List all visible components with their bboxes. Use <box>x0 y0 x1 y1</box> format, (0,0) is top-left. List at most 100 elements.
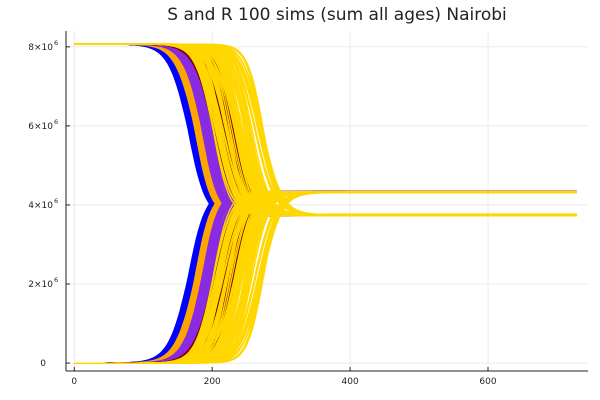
series-line-S <box>74 43 577 216</box>
series-line-R <box>74 191 577 364</box>
series-line-S <box>74 43 577 217</box>
series-line-S <box>74 43 577 216</box>
series-line-S <box>74 43 577 217</box>
series-line-S <box>74 43 577 216</box>
series-line-S <box>74 43 577 217</box>
series-line-S <box>74 43 577 216</box>
series-line-S <box>74 43 577 217</box>
y-tick-label: 4×10 <box>28 201 53 211</box>
series-line-S <box>74 43 577 217</box>
series-line-R <box>74 191 577 364</box>
series-line-S <box>74 43 577 216</box>
series-line-R <box>74 191 577 364</box>
series-line-S <box>74 43 577 216</box>
series-line-S <box>74 43 577 217</box>
series-line-R <box>74 191 577 364</box>
series-line-S <box>74 43 577 217</box>
series-line-S <box>74 43 577 216</box>
series-line-R <box>74 191 577 364</box>
series-line-R <box>74 190 577 364</box>
series-line-R <box>74 191 577 364</box>
series-line-R <box>74 191 577 364</box>
series-line-S <box>74 43 577 217</box>
series-line-S <box>74 43 577 216</box>
series-line-R <box>74 191 577 364</box>
series-line-R <box>74 191 577 364</box>
series-line-R <box>74 191 577 364</box>
series-line-S <box>74 43 577 216</box>
series-line-S <box>74 43 577 217</box>
series-line-S <box>74 43 577 216</box>
series-line-S <box>74 43 577 216</box>
series-line-S <box>74 43 577 216</box>
series-line-S <box>74 43 577 216</box>
series-line-R <box>74 191 577 364</box>
y-tick-label: 0 <box>40 359 46 369</box>
series-line-S <box>74 43 577 216</box>
series-line-S <box>74 43 577 216</box>
series-line-S <box>74 43 577 216</box>
series-line-R <box>74 191 577 364</box>
series-line-R <box>74 191 577 364</box>
series-line-R <box>74 191 577 364</box>
series-line-S <box>74 43 577 216</box>
series-line-R <box>74 192 577 364</box>
series-line-S <box>74 43 577 216</box>
series-line-R <box>74 191 577 364</box>
series-line-R <box>74 190 577 364</box>
series-line-S <box>74 43 577 216</box>
series-line-S <box>74 43 577 216</box>
series-line-S <box>74 43 577 216</box>
series-line-R <box>74 191 577 364</box>
series-line-R <box>74 191 577 364</box>
series-line-S <box>74 43 577 217</box>
series-line-S <box>74 43 577 217</box>
series-line-R <box>74 191 577 364</box>
series-line-R <box>74 191 577 364</box>
series-line-S <box>74 43 577 216</box>
series-line-S <box>74 43 577 216</box>
series-line-R <box>74 191 577 364</box>
series-line-S <box>74 43 577 217</box>
series-line-S <box>74 43 577 216</box>
series-line-S <box>74 43 577 217</box>
series-line-R <box>74 191 577 364</box>
series-line-R <box>74 191 577 364</box>
series-line-R <box>74 191 577 364</box>
series-line-R <box>74 190 577 364</box>
series-line-S <box>74 43 577 216</box>
series-line-R <box>74 191 577 364</box>
series-line-R <box>74 191 577 364</box>
series-line-S <box>74 43 577 217</box>
series-line-S <box>74 43 577 216</box>
series-line-R <box>74 191 577 364</box>
series-line-R <box>74 191 577 364</box>
series-line-R <box>74 191 577 364</box>
series-line-S <box>74 43 577 216</box>
series-line-R <box>74 191 577 364</box>
series-line-R <box>74 191 577 364</box>
series-line-S <box>74 43 577 217</box>
series-line-R <box>74 191 577 364</box>
series-line-S <box>74 43 577 217</box>
series-line-S <box>74 43 577 216</box>
series-line-S <box>74 43 577 216</box>
series-line-S <box>74 43 577 216</box>
series-line-S <box>74 43 577 216</box>
series-line-R <box>74 191 577 364</box>
series-line-R <box>74 191 577 364</box>
series-line-S <box>74 43 577 217</box>
series-line-S <box>74 43 577 217</box>
series-line-R <box>74 191 577 364</box>
series-line-R <box>74 191 577 364</box>
series-line-S <box>74 43 577 216</box>
series-line-R <box>74 191 577 364</box>
series-line-S <box>74 43 577 217</box>
series-line-S <box>74 43 577 216</box>
series-line-S <box>74 43 577 217</box>
series-line-R <box>74 191 577 364</box>
series-line-R <box>74 191 577 364</box>
series-line-R <box>74 190 577 364</box>
x-tick-label: 0 <box>71 377 77 387</box>
series-line-R <box>74 191 577 364</box>
